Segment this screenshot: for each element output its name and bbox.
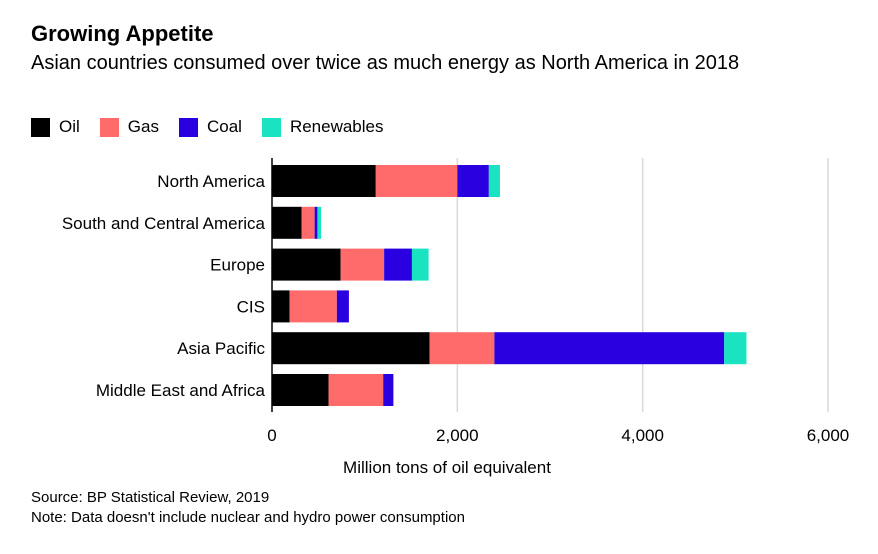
bar-coal: [384, 248, 412, 281]
legend-item-renewables: Renewables: [261, 117, 384, 137]
bar-gas: [328, 374, 384, 406]
x-axis-label: Million tons of oil equivalent: [343, 458, 551, 477]
legend-swatch-coal: [178, 117, 198, 137]
legend-swatch-oil: [31, 117, 50, 137]
chart-title: Growing Appetite: [31, 21, 214, 46]
bar-coal: [457, 165, 489, 197]
bar-gas: [429, 332, 495, 365]
legend-label: Coal: [206, 117, 242, 136]
legend-label: Gas: [127, 117, 159, 136]
category-label: South and Central America: [62, 214, 266, 233]
bar-oil: [272, 374, 329, 406]
x-tick-label: 6,000: [807, 426, 850, 445]
bar-renewables: [411, 248, 429, 281]
bar-oil: [272, 165, 376, 197]
source-text: Source: BP Statistical Review, 2019: [31, 489, 270, 506]
legend-swatch-renewables: [261, 117, 281, 137]
category-label: CIS: [237, 297, 265, 316]
legend-swatch-gas: [99, 117, 119, 137]
legend-label: Renewables: [289, 117, 384, 136]
x-tick-label: 0: [267, 426, 276, 445]
stacked-bar-chart: North America South and Central America Eu…: [62, 158, 850, 477]
bar-oil: [272, 290, 290, 323]
bar-oil: [272, 206, 302, 239]
bar-renewables: [317, 206, 322, 239]
legend: Oil Gas Coal Renewables: [31, 117, 404, 137]
bar-coal: [336, 290, 349, 323]
legend-item-oil: Oil: [31, 117, 80, 137]
category-label: North America: [157, 172, 265, 191]
note-text: Note: Data doesn't include nuclear and h…: [31, 509, 465, 526]
bar-oil: [272, 332, 430, 365]
bar-gas: [375, 165, 458, 197]
bar-renewables: [724, 332, 747, 365]
chart-subtitle: Asian countries consumed over twice as m…: [31, 52, 740, 74]
bar-gas: [340, 248, 385, 281]
footnote: Source: BP Statistical Review, 2019 Note…: [31, 488, 465, 528]
bar-oil: [272, 248, 341, 281]
bar-renewables: [488, 165, 500, 197]
bar-coal: [494, 332, 725, 365]
bar-gas: [289, 290, 337, 323]
category-label: Middle East and Africa: [96, 381, 266, 400]
category-label: Europe: [210, 256, 265, 275]
legend-item-gas: Gas: [99, 117, 159, 137]
bar-coal: [314, 206, 318, 239]
bar-gas: [301, 206, 315, 239]
legend-item-coal: Coal: [178, 117, 242, 137]
category-label: Asia Pacific: [177, 339, 265, 358]
bar-coal: [383, 374, 394, 406]
legend-label: Oil: [59, 117, 80, 136]
x-tick-label: 4,000: [621, 426, 664, 445]
x-tick-label: 2,000: [436, 426, 479, 445]
